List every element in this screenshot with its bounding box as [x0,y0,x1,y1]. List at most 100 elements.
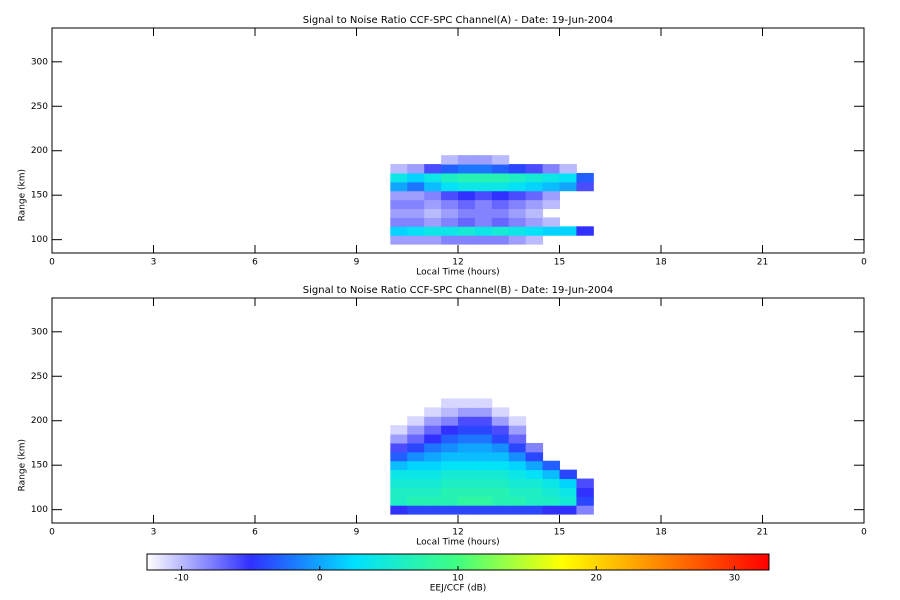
heat-cell [508,190,527,201]
heat-cell [441,199,459,210]
heat-cell [390,172,408,183]
heat-cell [508,505,527,515]
heat-cell [491,181,510,192]
heat-cell [508,451,527,462]
y-tick-label: 150 [31,461,48,471]
heat-cell [525,469,544,480]
heat-cell [525,505,544,515]
heat-cell [390,164,408,174]
heat-cell [576,226,594,236]
heat-cell [441,496,459,506]
heat-cell [508,496,527,506]
heat-cell [424,172,442,183]
heat-cell [390,434,408,444]
y-tick-label: 300 [31,57,48,67]
heat-cell [508,217,527,227]
y-axis-label: Range (km) [18,439,28,491]
chart-title: Signal to Noise Ratio CCF-SPC Channel(B)… [303,285,613,296]
heat-cell [424,190,442,201]
heat-cell [458,226,476,236]
heat-cell [458,398,476,408]
heat-cell [407,505,425,515]
heat-cell [424,451,442,462]
heat-cell [441,164,459,174]
heat-cell [525,208,544,218]
heat-cell [542,487,560,497]
heat-cell [474,416,493,426]
heat-cell [424,442,442,453]
heat-cell [474,434,493,444]
x-tick-label: 15 [554,258,565,268]
heat-cell [407,181,425,192]
x-tick-label: 9 [354,528,360,538]
heat-cell [508,226,527,236]
heat-cell [474,164,493,174]
heat-cell [441,442,459,453]
heat-cell [458,478,476,488]
heat-cell [542,505,560,515]
heat-cell [424,416,442,426]
y-tick-label: 200 [31,146,48,156]
heat-cell [390,217,408,227]
heat-cell [491,217,510,227]
heat-cell [441,478,459,488]
heat-cell [559,226,577,236]
heat-cell [441,451,459,462]
heat-cell [424,469,442,480]
heat-cell [407,172,425,183]
heat-cell [508,469,527,480]
heat-cell [542,181,560,192]
heat-cell [458,235,476,245]
heat-cell [390,235,408,245]
heat-cell [576,496,594,506]
heat-cell [508,235,527,245]
heat-cell [508,425,527,435]
heat-cell [407,451,425,462]
heat-cell [407,416,425,426]
heat-cell [474,181,493,192]
x-tick-label: 18 [655,258,667,268]
heat-cell [525,460,544,471]
heat-cell [407,487,425,497]
heat-cell [441,155,459,165]
heat-cell [576,181,594,192]
heat-cell [508,487,527,497]
heat-cell [424,425,442,435]
heat-cell [508,434,527,444]
heat-cell [424,505,442,515]
heat-cell [441,416,459,426]
heat-cell [390,226,408,236]
y-tick-label: 300 [31,327,48,337]
chart-title: Signal to Noise Ratio CCF-SPC Channel(A)… [303,15,613,26]
heat-cell [458,451,476,462]
heat-cell [458,487,476,497]
heat-cell [559,469,577,480]
heat-cell [525,226,544,236]
heat-cell [491,416,510,426]
heat-cell [474,469,493,480]
heat-cell [407,208,425,218]
heat-cell [424,235,442,245]
heat-cell [458,505,476,515]
heat-cell [458,496,476,506]
heat-cell [458,181,476,192]
heat-cell [390,496,408,506]
heat-cell [424,460,442,471]
x-tick-label: 0 [49,258,55,268]
x-tick-label: 6 [252,258,258,268]
heat-cell [491,469,510,480]
heat-cell [491,226,510,236]
heat-cell [491,407,510,417]
colorbar-tick-label: 0 [317,574,323,584]
heat-cell [390,181,408,192]
heat-cell [390,505,408,515]
heat-cell [424,226,442,236]
x-tick-label: 21 [757,258,768,268]
heat-cell [474,155,493,165]
heat-cell [407,460,425,471]
heat-cell [525,164,544,174]
heat-cell [458,164,476,174]
heat-cell [458,416,476,426]
heat-cell [474,407,493,417]
y-tick-label: 150 [31,191,48,201]
